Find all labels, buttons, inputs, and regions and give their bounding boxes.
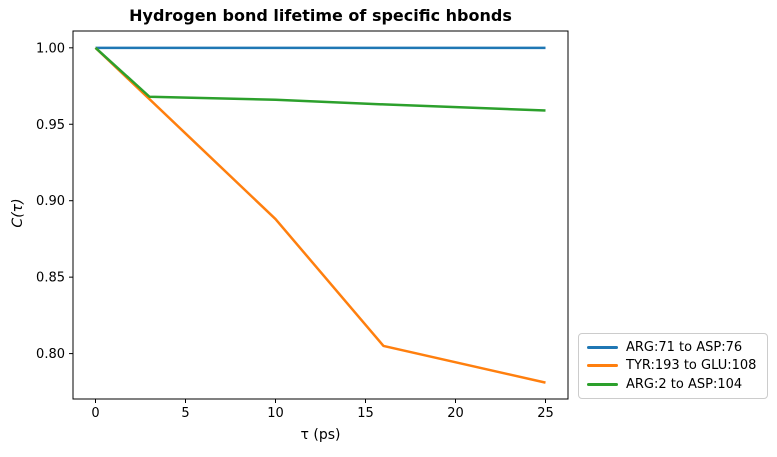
legend-item-0: ARG:71 to ASP:76 [587,340,759,355]
y-axis-label: C(τ) [10,198,26,228]
legend-swatch [587,364,618,368]
x-axis-label: τ (ps) [300,427,341,443]
x-tick-label: 10 [267,406,284,421]
y-tick-label: 0.90 [36,194,65,209]
chart-title: Hydrogen bond lifetime of specific hbond… [129,6,512,25]
y-tick-label: 0.95 [36,118,65,133]
y-tick-label: 0.80 [36,347,65,362]
x-tick-label: 15 [357,406,374,421]
axes-frame [72,30,569,400]
legend-swatch [587,345,618,349]
series-line-2 [94,46,546,112]
legend-swatch [587,383,618,387]
x-tick-label: 20 [447,406,464,421]
legend-item-2: ARG:2 to ASP:104 [587,377,759,392]
legend-label: TYR:193 to GLU:108 [626,358,757,374]
legend-label: ARG:2 to ASP:104 [626,377,743,393]
legend-label: ARG:71 to ASP:76 [626,339,743,355]
y-tick-label: 1.00 [36,41,65,56]
x-tick-label: 25 [537,406,554,421]
x-tick-label: 0 [91,406,99,421]
x-tick-label: 5 [181,406,189,421]
series-line-1 [94,46,546,384]
legend-item-1: TYR:193 to GLU:108 [587,358,759,373]
y-tick-label: 0.85 [36,271,65,286]
legend: ARG:71 to ASP:76 TYR:193 to GLU:108 ARG:2 … [578,333,768,399]
